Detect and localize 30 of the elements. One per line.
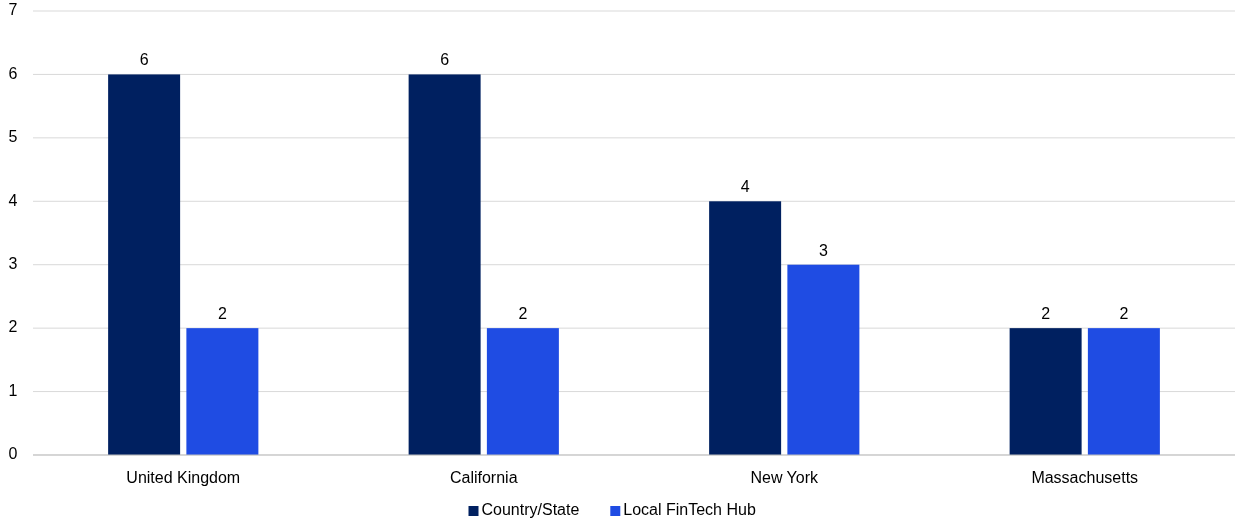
- bar: [1009, 328, 1082, 455]
- x-tick-label: United Kingdom: [126, 469, 241, 486]
- y-tick-label: 3: [8, 254, 18, 272]
- data-label: 2: [1119, 305, 1129, 323]
- y-tick-label: 4: [8, 191, 18, 209]
- data-label: 2: [1041, 305, 1051, 323]
- bar: [709, 201, 782, 455]
- data-label: 6: [139, 51, 149, 69]
- data-label: 2: [217, 305, 227, 323]
- data-label: 2: [518, 305, 528, 323]
- bar: [186, 328, 259, 455]
- y-tick-label: 7: [8, 1, 18, 19]
- x-tick-label: Massachusetts: [1031, 469, 1139, 486]
- y-tick-label: 0: [8, 445, 18, 463]
- bar: [486, 328, 559, 455]
- y-tick-label: 1: [8, 381, 18, 399]
- legend-label: Country/State: [481, 501, 580, 519]
- y-tick-label: 2: [8, 318, 18, 336]
- data-label: 4: [740, 178, 750, 196]
- bar: [408, 74, 481, 455]
- data-label: 3: [818, 241, 828, 259]
- data-label: 6: [440, 51, 450, 69]
- y-tick-label: 6: [8, 64, 18, 82]
- bar: [108, 74, 181, 455]
- x-tick-label: New York: [750, 469, 820, 486]
- bar: [787, 264, 860, 455]
- legend-label: Local FinTech Hub: [623, 501, 756, 519]
- x-tick-label: California: [449, 469, 518, 486]
- y-tick-label: 5: [8, 128, 18, 146]
- bar: [1087, 328, 1160, 455]
